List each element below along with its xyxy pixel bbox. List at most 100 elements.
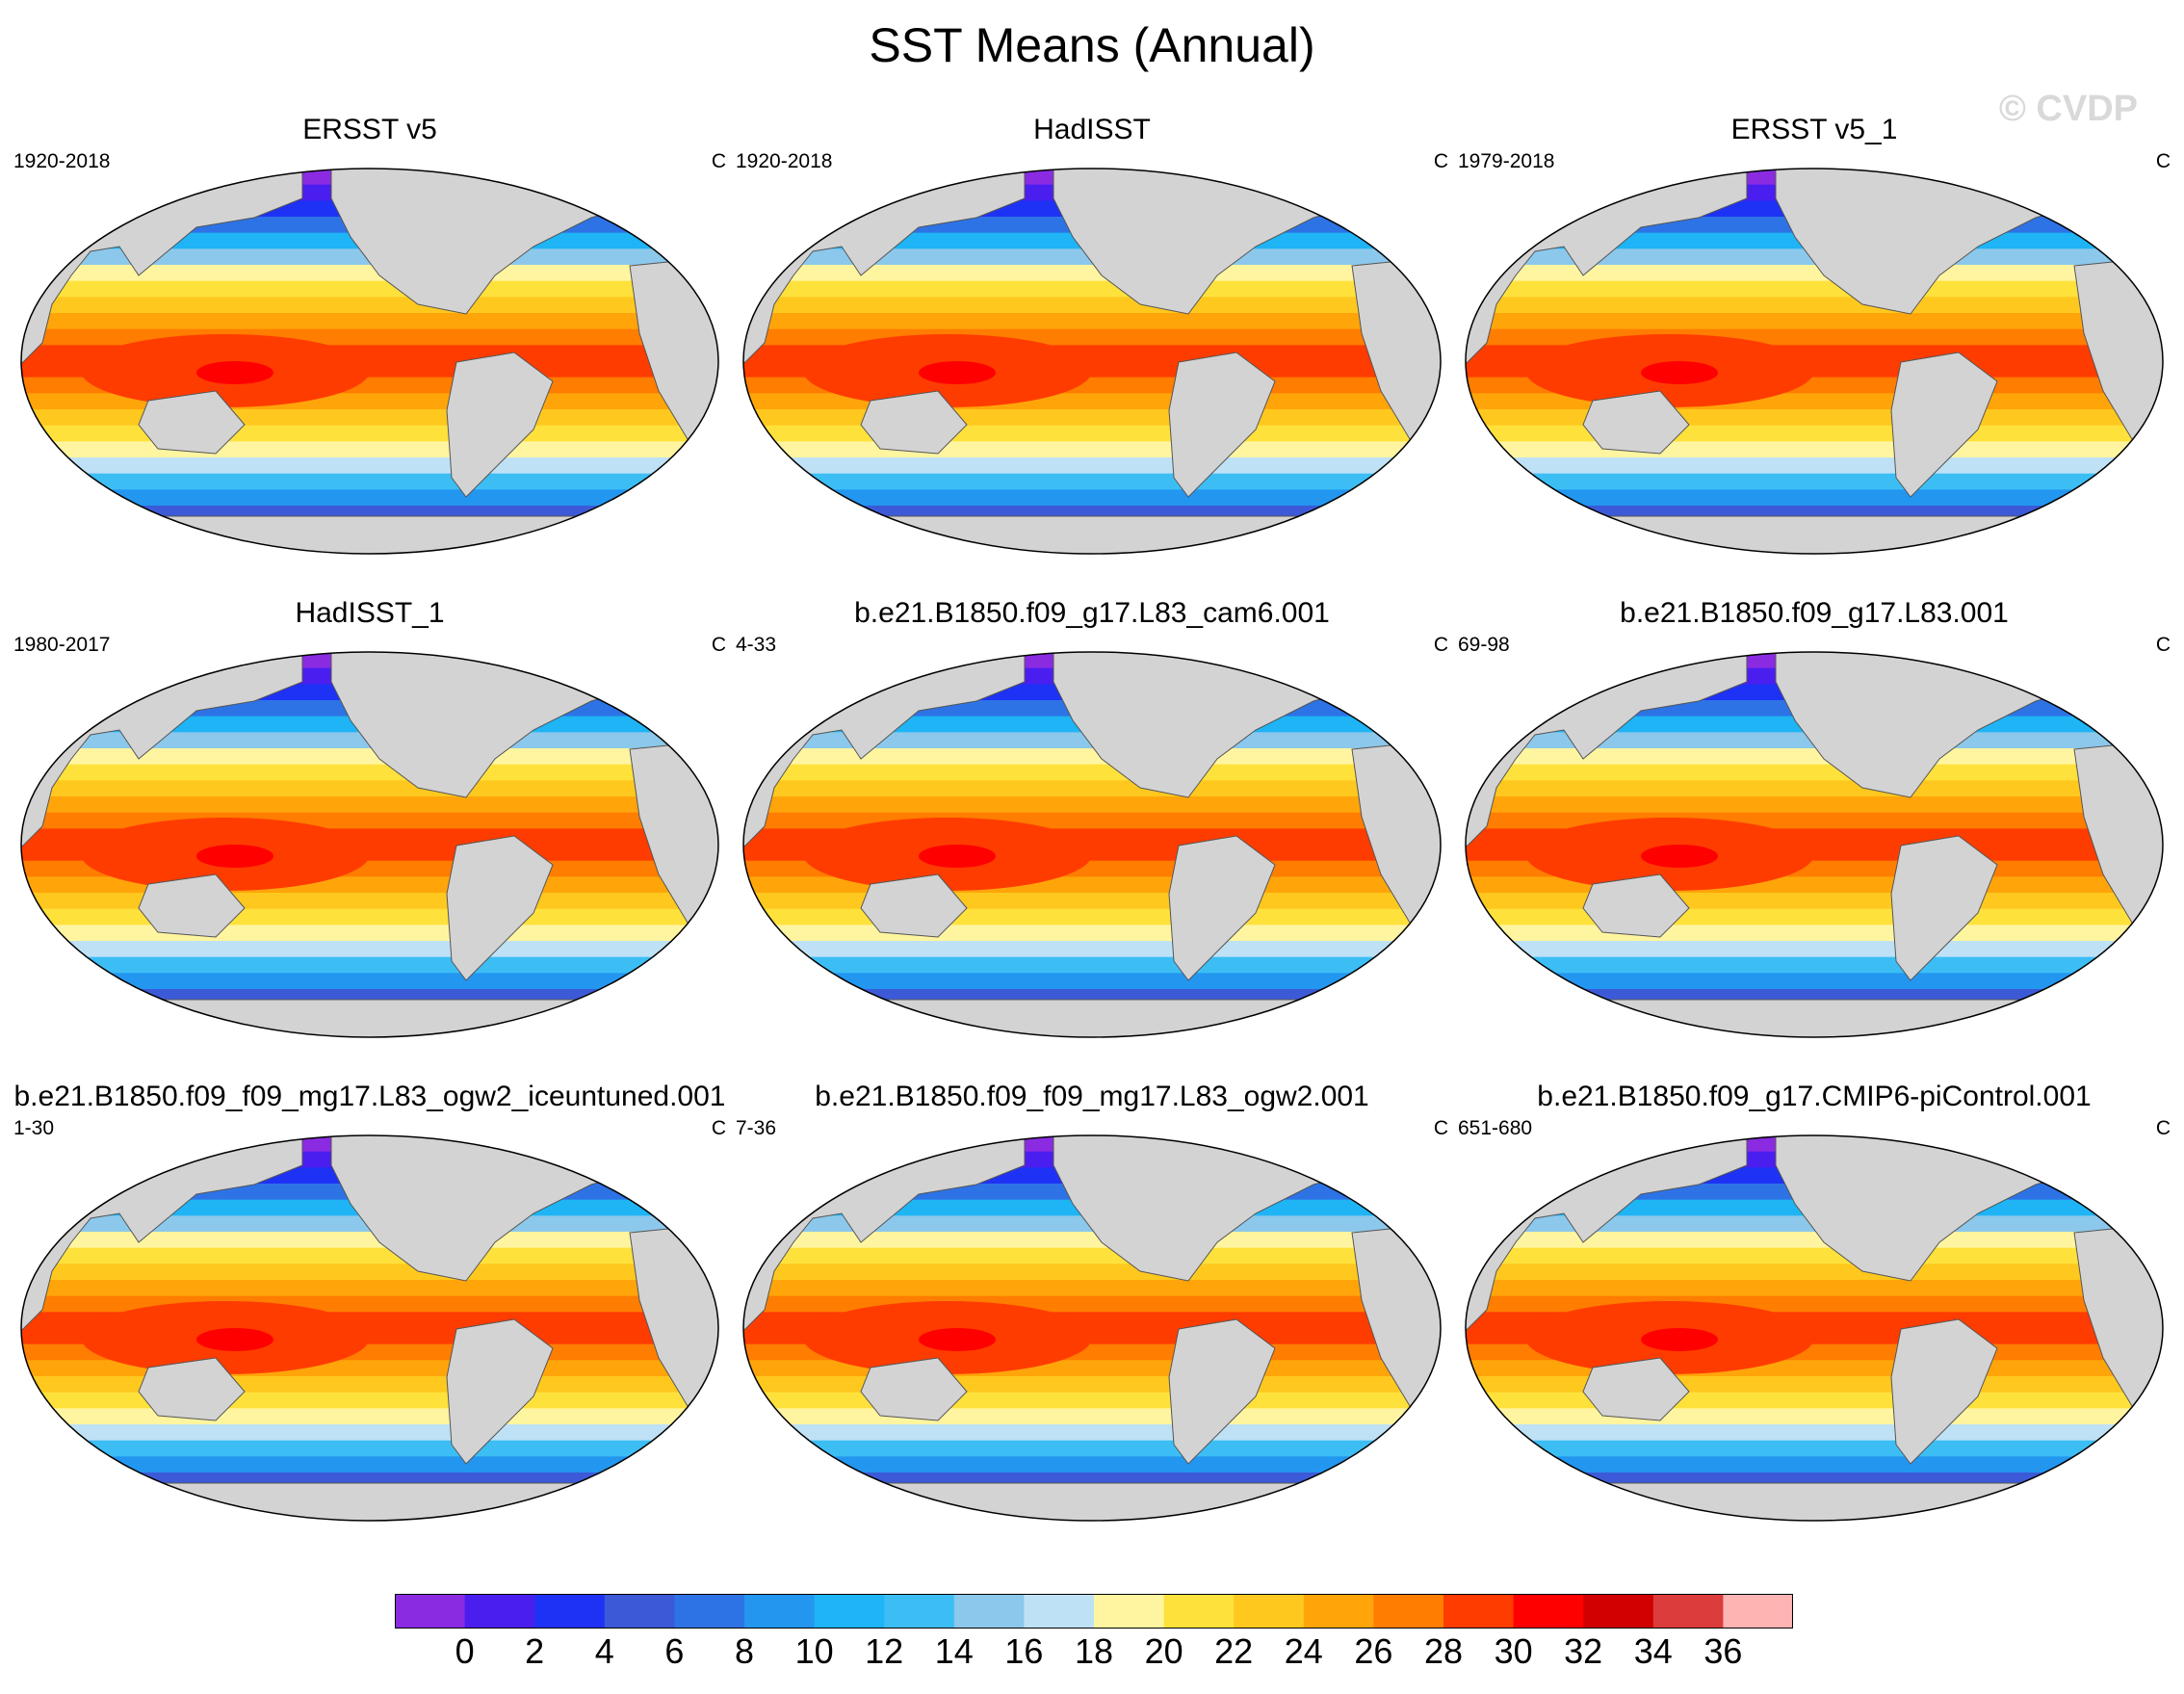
sst-band (743, 1247, 1441, 1265)
landmass (1168, 352, 1276, 498)
colorbar-tick-label: 12 (865, 1631, 904, 1671)
panel-years: 4-33 (736, 634, 777, 656)
map-border (1465, 651, 2164, 1038)
warm-pool-core (919, 845, 996, 868)
landmass (2073, 255, 2163, 450)
sst-band (743, 1280, 1441, 1297)
colorbar-labels: 0 2 4 6 8 10 12 14 16 18 20 22 24 26 28 30 32 34 36 (395, 1631, 1793, 1671)
colorbar-segment (1163, 1594, 1235, 1629)
sst-band (1466, 925, 2163, 942)
sst-band (1466, 1280, 2163, 1297)
sst-band (743, 297, 1441, 314)
colorbar-tick-label: 18 (1074, 1631, 1114, 1671)
panel-years: 69-98 (1458, 634, 1510, 656)
sst-band (21, 973, 718, 990)
sst-band (21, 780, 718, 797)
colorbar-tick-label: 0 (455, 1631, 475, 1671)
sst-band (1466, 441, 2163, 458)
sst-band (21, 1247, 718, 1265)
landmass (2073, 1222, 2163, 1417)
map-border (1465, 1134, 2164, 1522)
map-panel: HadISST 1920-2018 C (736, 114, 1448, 557)
landmass (1466, 1482, 2163, 1521)
sst-band (1466, 1376, 2163, 1394)
sst-band (743, 441, 1441, 458)
panel-title: ERSST v5_1 (1730, 114, 1898, 145)
sst-band (21, 941, 718, 958)
panel-title: b.e21.B1850.f09_g17.CMIP6-piControl.001 (1537, 1081, 2092, 1112)
colorbar-segment (884, 1594, 955, 1629)
sst-band (21, 441, 718, 458)
map-panel: b.e21.B1850.f09_g17.L83.001 69-98 C (1458, 597, 2171, 1040)
panel-years: 1979-2018 (1458, 150, 1555, 172)
sst-map (20, 168, 719, 555)
colorbar-tick-label: 28 (1423, 1631, 1464, 1671)
colorbar-tick-label: 26 (1354, 1631, 1393, 1671)
figure-title: SST Means (Annual) (869, 18, 1315, 72)
colorbar-segment (1234, 1594, 1305, 1629)
warm-pool-core (919, 1328, 996, 1351)
colorbar-segment (604, 1594, 675, 1629)
sst-band (743, 457, 1441, 475)
sst-band (743, 941, 1441, 958)
landmass (860, 1357, 968, 1421)
sst-band (21, 764, 718, 782)
map-border (20, 651, 719, 1038)
sst-band (21, 409, 718, 427)
sst-band (1466, 409, 2163, 427)
colorbar-segment (1303, 1594, 1374, 1629)
sst-band (1466, 893, 2163, 910)
sst-band (743, 473, 1441, 491)
panel-units: C (2155, 150, 2171, 172)
map-panel: HadISST_1 1980-2017 C (13, 597, 726, 1040)
panel-years: 7-36 (736, 1117, 777, 1139)
panel-units: C (2155, 1117, 2171, 1139)
sst-band (1466, 796, 2163, 814)
colorbar-tick-label: 6 (664, 1631, 685, 1671)
sst-band (21, 1376, 718, 1394)
sst-band (743, 1456, 1441, 1473)
warm-pool-core (919, 361, 996, 384)
warm-pool-core (196, 845, 273, 868)
sst-band (743, 908, 1441, 926)
sst-band (743, 489, 1441, 507)
sst-band (743, 956, 1441, 975)
sst-band (1466, 973, 2163, 990)
landmass (860, 390, 968, 455)
panel-title: b.e21.B1850.f09_g17.L83.001 (1620, 597, 2009, 629)
panel-units: C (1433, 150, 1448, 172)
colorbar-segment (1024, 1594, 1095, 1629)
sst-band (1466, 425, 2163, 443)
sst-band (21, 1295, 718, 1314)
sst-band (1466, 280, 2163, 299)
landmass (138, 873, 246, 938)
map-panel: b.e21.B1850.f09_f09_mg17.L83_ogw2.001 7-3… (736, 1081, 1448, 1524)
colorbar-segment (1443, 1594, 1515, 1629)
sst-band (21, 313, 718, 330)
sst-band (1466, 812, 2163, 830)
sst-band (21, 1440, 718, 1458)
sst-map (742, 168, 1442, 555)
landmass (2073, 739, 2163, 933)
sst-band (21, 265, 718, 282)
sst-band (743, 893, 1441, 910)
colorbar-tick-label: 16 (1004, 1631, 1044, 1671)
sst-band (743, 796, 1441, 814)
colorbar-segment (1723, 1594, 1793, 1629)
panel-units: C (711, 634, 726, 656)
sst-band (1466, 956, 2163, 975)
landmass (860, 873, 968, 938)
landmass (446, 835, 554, 981)
map-panel: b.e21.B1850.f09_g17.L83_cam6.001 4-33 C (736, 597, 1448, 1040)
sst-band (743, 925, 1441, 942)
sst-band (1466, 1440, 2163, 1458)
panel-title: HadISST (1033, 114, 1151, 145)
landmass (1890, 352, 1998, 498)
colorbar-tick-label: 30 (1494, 1631, 1533, 1671)
landmass (21, 515, 718, 554)
sst-band (743, 409, 1441, 427)
colorbar-tick-label: 32 (1564, 1631, 1603, 1671)
sst-band (21, 1392, 718, 1410)
sst-band (21, 1456, 718, 1473)
sst-band (743, 780, 1441, 797)
